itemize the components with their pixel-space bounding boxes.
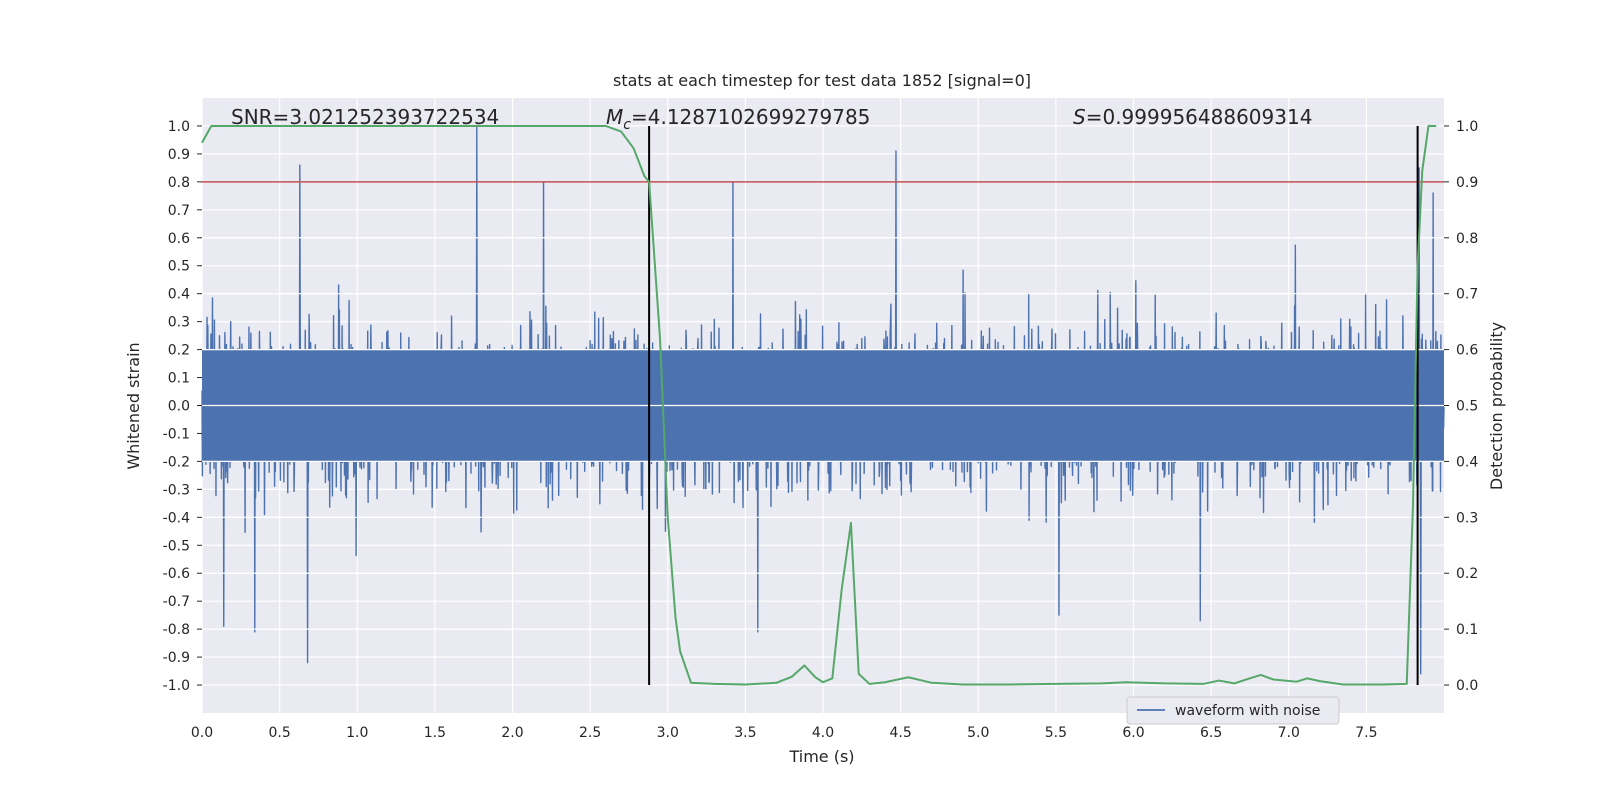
y-tick-label: -0.4: [163, 510, 190, 526]
x-axis-label: Time (s): [788, 747, 854, 766]
chirp-mass-annotation: Mc=4.1287102699279785: [606, 105, 870, 133]
x-tick-label: 6.0: [1122, 725, 1144, 741]
y-tick-label: -0.1: [163, 426, 190, 442]
y-tick-label: -0.2: [163, 454, 190, 470]
y-tick-label: -0.8: [163, 622, 190, 638]
x-tick-label: 5.5: [1045, 725, 1067, 741]
x-tick-label: 3.0: [657, 725, 679, 741]
y2-tick-label: 0.7: [1456, 287, 1478, 303]
y-tick-label: 0.9: [168, 147, 190, 163]
y2-tick-label: 0.8: [1456, 231, 1478, 247]
y-tick-label: 0.6: [168, 231, 190, 247]
y-tick-label: -0.5: [163, 538, 190, 554]
y2-tick-label: 0.0: [1456, 678, 1478, 694]
y2-tick-label: 1.0: [1456, 119, 1478, 135]
x-tick-label: 7.0: [1278, 725, 1300, 741]
y-tick-label: 0.3: [168, 315, 190, 331]
y2-tick-label: 0.9: [1456, 175, 1478, 191]
y-tick-label: -1.0: [163, 678, 190, 694]
y2-axis-label: Detection probability: [1487, 322, 1506, 490]
y-tick-label: -0.9: [163, 650, 190, 666]
y2-tick-label: 0.5: [1456, 399, 1478, 415]
y-tick-label: -0.7: [163, 594, 190, 610]
x-tick-label: 3.5: [734, 725, 756, 741]
x-tick-label: 1.5: [424, 725, 446, 741]
chart-title: stats at each timestep for test data 185…: [613, 71, 1031, 90]
x-tick-label: 7.5: [1355, 725, 1377, 741]
x-tick-label: 1.0: [346, 725, 368, 741]
y2-tick-label: 0.3: [1456, 510, 1478, 526]
x-tick-label: 0.5: [268, 725, 290, 741]
y-tick-label: 0.4: [168, 287, 190, 303]
y-tick-label: 0.2: [168, 343, 190, 359]
x-tick-label: 0.0: [191, 725, 213, 741]
x-tick-label: 6.5: [1200, 725, 1222, 741]
x-tick-label: 2.5: [579, 725, 601, 741]
y-tick-label: -0.3: [163, 482, 190, 498]
y2-tick-label: 0.1: [1456, 622, 1478, 638]
legend-label-waveform: waveform with noise: [1175, 703, 1320, 719]
x-tick-label: 4.0: [812, 725, 834, 741]
y-tick-label: 1.0: [168, 119, 190, 135]
snr-annotation: SNR=3.021252393722534: [231, 105, 499, 129]
y-tick-label: 0.5: [168, 259, 190, 275]
x-tick-label: 2.0: [501, 725, 523, 741]
y-tick-label: 0.1: [168, 371, 190, 387]
y2-tick-label: 0.4: [1456, 454, 1478, 470]
chart: stats at each timestep for test data 185…: [0, 0, 1600, 800]
y-axis-label: Whitened strain: [124, 342, 143, 469]
y2-tick-label: 0.6: [1456, 343, 1478, 359]
y-tick-label: 0.0: [168, 399, 190, 415]
y-tick-label: 0.7: [168, 203, 190, 219]
legend: waveform with noise: [1127, 697, 1339, 724]
y-tick-label: -0.6: [163, 566, 190, 582]
x-tick-label: 4.5: [889, 725, 911, 741]
y2-tick-label: 0.2: [1456, 566, 1478, 582]
s-annotation: S=0.999956488609314: [1073, 105, 1312, 129]
x-tick-label: 5.0: [967, 725, 989, 741]
y-tick-label: 0.8: [168, 175, 190, 191]
